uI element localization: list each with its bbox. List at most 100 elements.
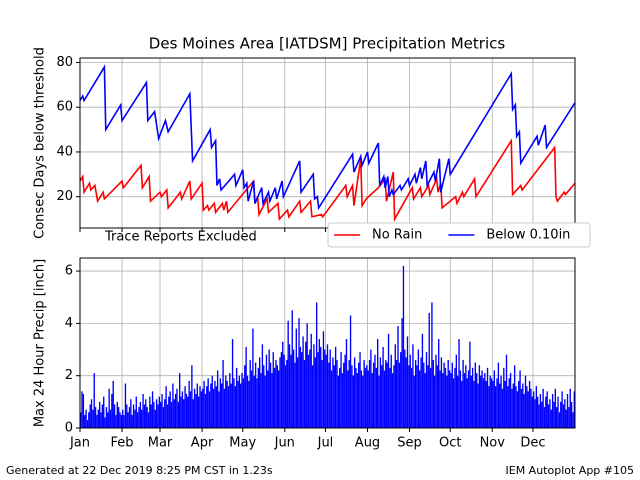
bar [282, 341, 284, 428]
bar [450, 373, 452, 428]
bar [123, 414, 125, 428]
bar [564, 399, 566, 428]
bar [485, 380, 487, 428]
bar [470, 375, 472, 428]
bar [237, 380, 239, 428]
bar [503, 367, 505, 428]
bar [480, 375, 482, 428]
bar [339, 367, 341, 428]
bar [229, 373, 231, 428]
x-tick-label: Feb [111, 436, 134, 451]
bar [287, 320, 289, 428]
x-tick-label: Nov [480, 436, 506, 451]
bar [231, 339, 234, 428]
bar [505, 354, 508, 428]
bar [216, 370, 219, 428]
bar [440, 357, 443, 428]
bar [518, 380, 520, 428]
bar [105, 407, 108, 428]
bar [208, 391, 211, 428]
bar [349, 315, 352, 428]
bar [119, 412, 121, 428]
bar [515, 386, 517, 428]
bar [455, 354, 458, 428]
legend-label: No Rain [372, 228, 422, 243]
annotation: Trace Reports Excluded [104, 230, 257, 245]
bar [94, 407, 97, 428]
bar [185, 394, 188, 428]
bar [504, 380, 506, 428]
bar [215, 386, 217, 428]
bar [168, 396, 170, 428]
bar [545, 396, 547, 428]
bar [433, 375, 436, 428]
bar [551, 394, 554, 428]
y-tick-label: 4 [65, 316, 73, 331]
bar [568, 407, 570, 428]
bar [89, 404, 91, 428]
bar [155, 399, 158, 428]
x-tick-label: Jan [69, 436, 90, 451]
bar [490, 378, 493, 428]
bar [174, 394, 177, 428]
bar [288, 344, 291, 428]
bar [261, 344, 264, 428]
y-axis-label: Consec Days below threshold [33, 47, 48, 239]
bar [226, 380, 228, 428]
y-tick-label: 80 [56, 55, 73, 70]
bar [170, 401, 173, 428]
bar [326, 344, 329, 428]
bar [531, 396, 533, 428]
bar [358, 362, 360, 428]
bar [265, 354, 268, 428]
x-tick-label: Mar [148, 436, 173, 451]
bar [444, 367, 447, 428]
bar [324, 349, 326, 428]
bar [484, 373, 486, 428]
x-tick-label: Oct [439, 436, 461, 451]
bar [245, 346, 247, 428]
bar [177, 401, 179, 428]
bar [267, 370, 269, 428]
bar [157, 404, 159, 428]
line-series [79, 138, 576, 222]
bar [244, 365, 246, 428]
bar [303, 360, 306, 428]
bar [401, 318, 403, 428]
bar [377, 339, 379, 428]
bar [447, 360, 449, 428]
bar [302, 336, 304, 428]
bar [458, 339, 460, 428]
bar [459, 370, 462, 428]
bar [572, 412, 574, 428]
bar [246, 375, 249, 428]
bar [222, 360, 224, 428]
bar [162, 407, 165, 428]
bar [466, 378, 468, 428]
bar [147, 412, 150, 428]
bar [120, 414, 123, 428]
bar [200, 391, 203, 428]
bar [379, 357, 382, 428]
bar [364, 367, 367, 428]
bar [199, 386, 201, 428]
bar [252, 328, 254, 428]
bar [512, 383, 514, 428]
bar [212, 388, 215, 428]
bar [296, 357, 299, 428]
bar [423, 362, 425, 428]
bar [500, 375, 502, 428]
bar [254, 362, 257, 428]
bar [257, 367, 260, 428]
bar [197, 396, 200, 428]
bar [341, 373, 344, 428]
bar [420, 357, 422, 428]
bar [160, 401, 162, 428]
bar [260, 373, 262, 428]
bar [554, 388, 557, 428]
bar [522, 383, 524, 428]
bar [328, 362, 330, 428]
bar [84, 414, 86, 428]
x-tick-label: Jun [274, 436, 295, 451]
